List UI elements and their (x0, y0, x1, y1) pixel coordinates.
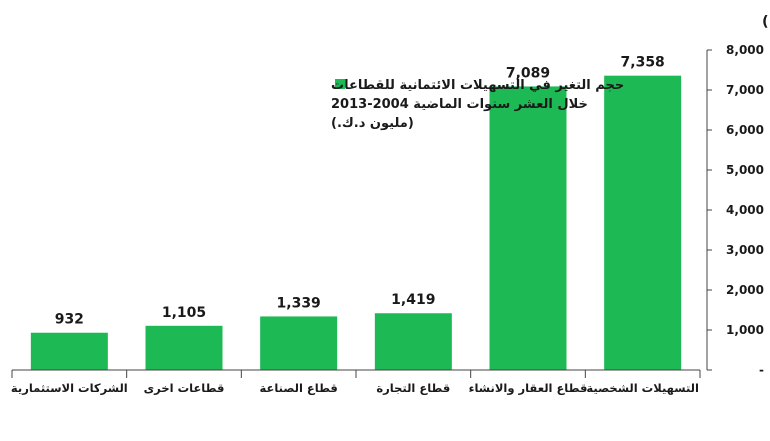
category-label: الشركات الاستثمارية (11, 381, 128, 395)
category-label: قطاع الصناعة (259, 381, 337, 395)
y-tick-label: 3,000 (726, 243, 764, 257)
legend-label: (مليون د.ك.) (331, 116, 414, 131)
data-label: 7,358 (621, 55, 665, 71)
data-label: 7,089 (506, 65, 550, 81)
y-tick-label: 7,000 (726, 83, 764, 97)
category-label: قطاع العقار والانشاء (469, 381, 588, 396)
legend-label: خلال العشر سنوات الماضية 2004-2013 (331, 97, 588, 112)
bar (604, 75, 682, 371)
bar (145, 325, 223, 370)
category-label: قطاع التجارة (376, 381, 450, 395)
legend-label: حجم التغير في التسهيلات الائتمانية للقطا… (331, 78, 624, 93)
y-tick-label: 5,000 (726, 163, 764, 177)
y-tick-label: 4,000 (726, 203, 764, 217)
bar (30, 332, 108, 370)
category-label: التسهيلات الشخصية (586, 381, 698, 395)
y-tick-label: 6,000 (726, 123, 764, 137)
y-tick-label: - (759, 363, 764, 377)
bar (489, 86, 567, 370)
chart-title: حجم التغير في التسهيلات الائتمانية للقطا… (762, 14, 770, 30)
category-label: قطاعات اخرى (144, 381, 225, 395)
y-tick-label: 2,000 (726, 283, 764, 297)
data-label: 1,339 (277, 295, 321, 311)
bar (260, 316, 338, 370)
plot-area: 932 الشركات الاستثمارية 1,105 قطاعات اخرى 1,… (11, 43, 764, 396)
y-tick-label: 8,000 (726, 43, 764, 57)
data-label: 1,105 (162, 305, 206, 321)
y-tick-label: 1,000 (726, 323, 764, 337)
data-label: 1,419 (391, 292, 435, 308)
data-label: 932 (55, 312, 84, 328)
bar (374, 313, 452, 370)
legend-swatch (335, 79, 345, 89)
